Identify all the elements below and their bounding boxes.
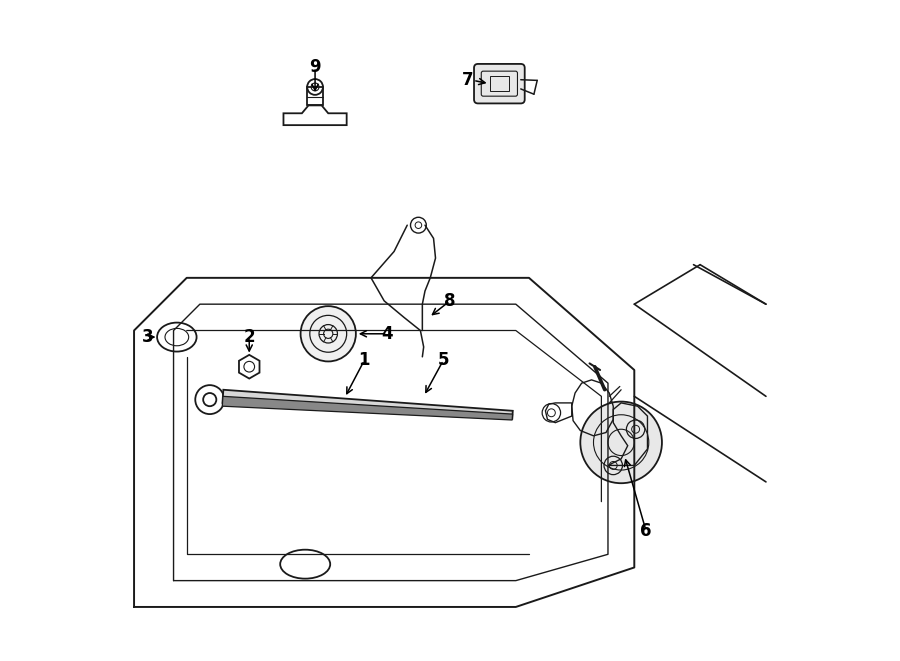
Text: 7: 7: [462, 71, 473, 89]
Circle shape: [580, 402, 662, 483]
Text: 8: 8: [445, 292, 455, 310]
Text: 5: 5: [437, 351, 449, 369]
Polygon shape: [222, 397, 513, 420]
Text: 1: 1: [359, 351, 370, 369]
Text: 6: 6: [641, 522, 652, 540]
Text: 3: 3: [141, 328, 153, 346]
Text: 2: 2: [243, 328, 255, 346]
Polygon shape: [222, 390, 513, 418]
Text: 9: 9: [310, 58, 321, 76]
Circle shape: [301, 306, 356, 362]
Text: 4: 4: [382, 325, 393, 343]
FancyBboxPatch shape: [474, 64, 525, 103]
